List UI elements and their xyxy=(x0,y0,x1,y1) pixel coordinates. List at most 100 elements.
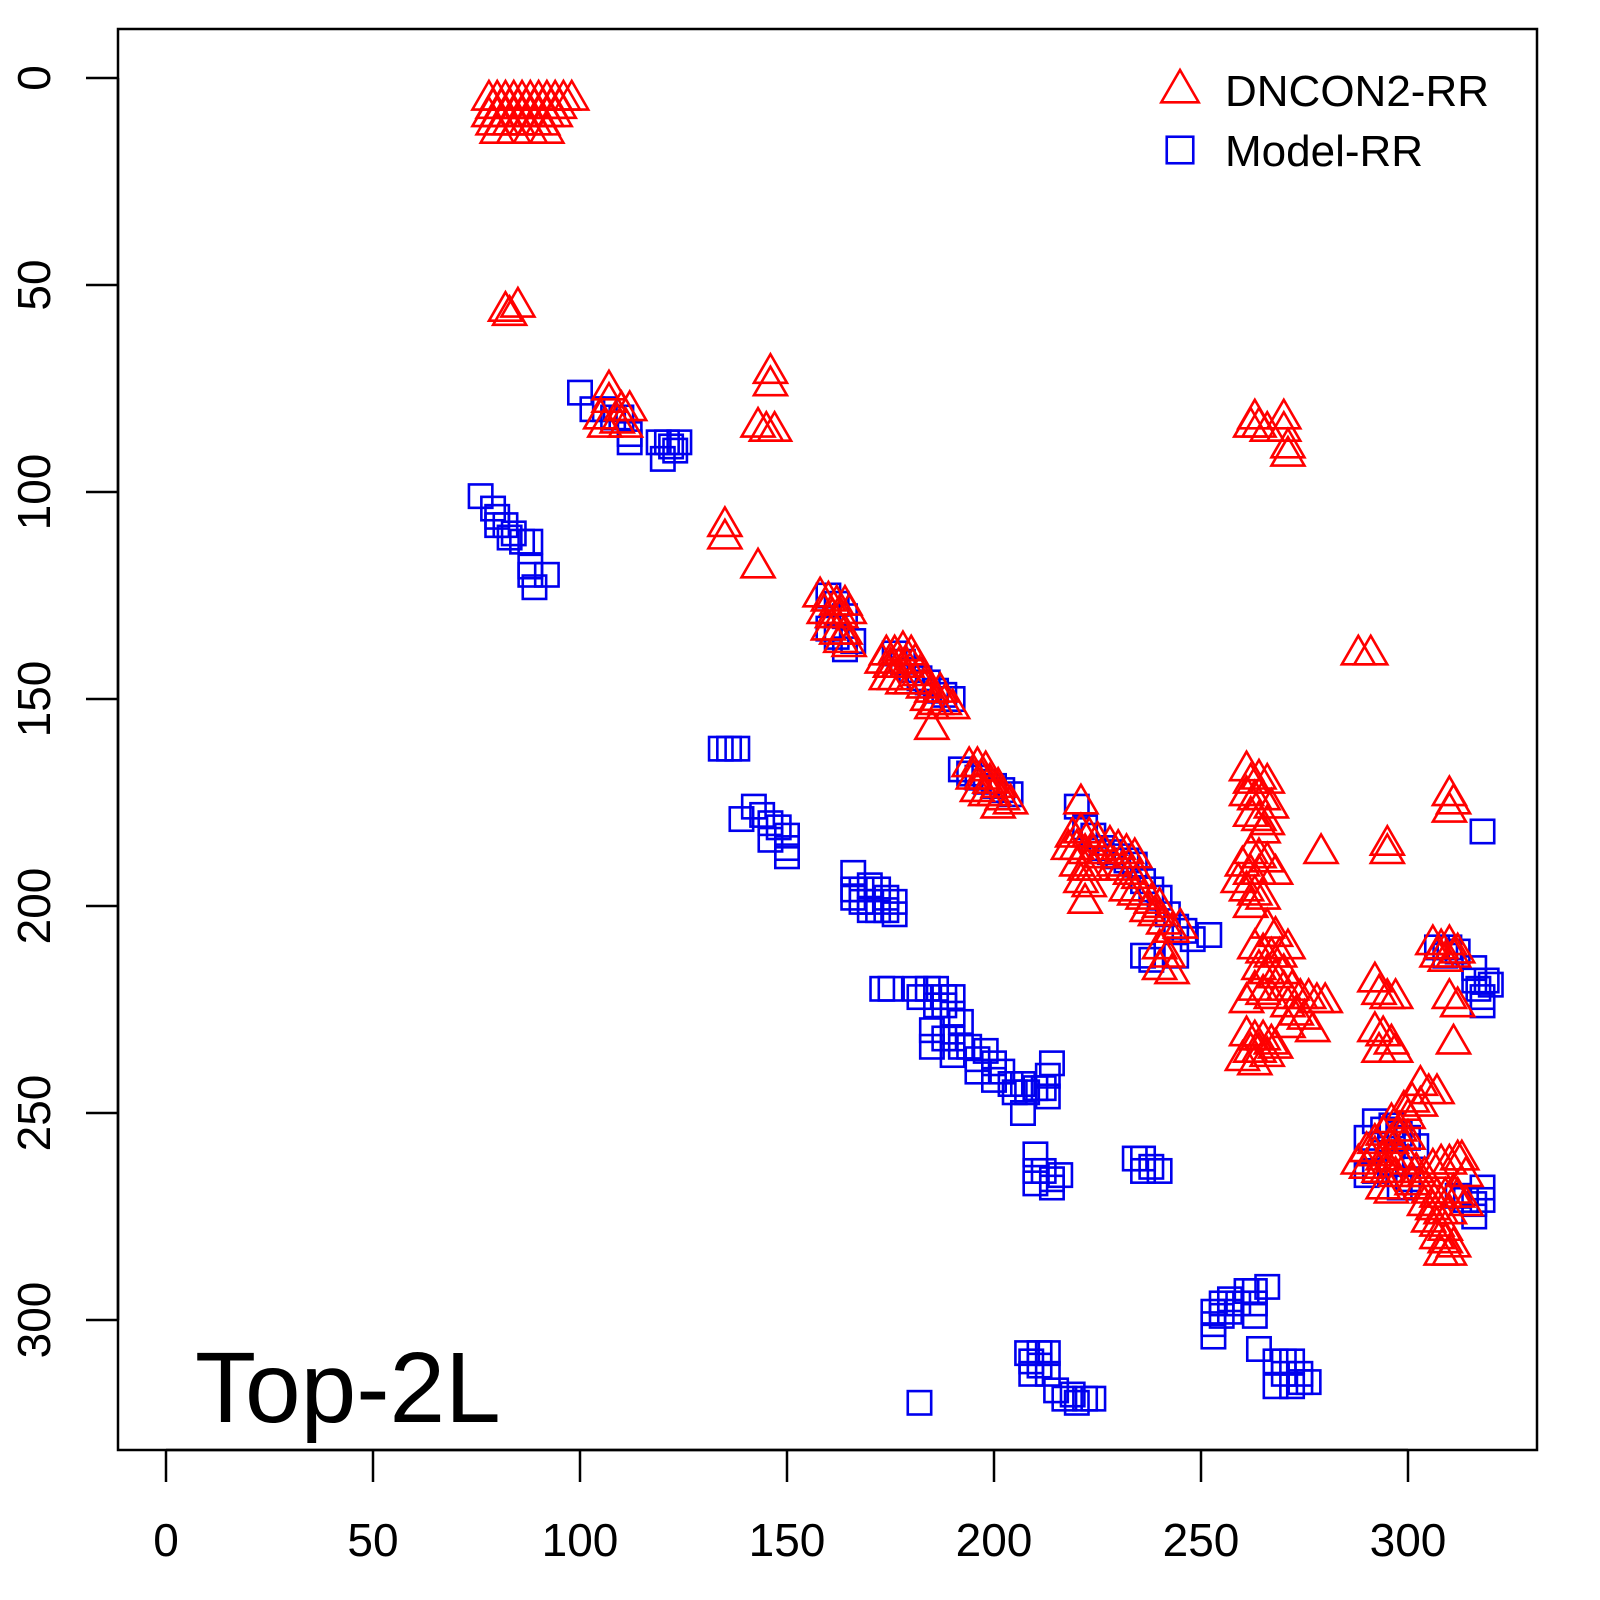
dncon2-rr-point xyxy=(979,786,1017,819)
model-rr-point xyxy=(724,735,751,762)
dncon2-rr-point xyxy=(755,409,794,443)
model-rr-point xyxy=(1473,967,1500,994)
dncon2-rr-point xyxy=(1066,881,1104,914)
model-rr-point xyxy=(1200,1323,1227,1350)
dncon2-rr-point xyxy=(706,504,744,538)
model-rr-point xyxy=(533,561,560,588)
dncon2-rr-point xyxy=(1231,885,1270,919)
y-tick-label: 200 xyxy=(8,868,60,945)
x-tick-label: 100 xyxy=(542,1514,619,1566)
model-rr-point xyxy=(947,1008,974,1035)
model-rr-point xyxy=(1241,1302,1268,1329)
y-tick-label: 0 xyxy=(8,65,60,91)
dncon2-rr-point xyxy=(1231,794,1270,828)
model-rr-point xyxy=(662,437,689,464)
model-rr-point xyxy=(765,814,792,841)
model-rr-point xyxy=(1477,971,1504,998)
dncon2-rr-point xyxy=(1236,1043,1274,1076)
dncon2-rr-point xyxy=(913,687,951,720)
dncon2-rr-point xyxy=(991,782,1030,815)
model-rr-point xyxy=(707,735,734,762)
dncon2-rr-point xyxy=(1240,798,1278,832)
dncon2-rr-point xyxy=(1368,831,1407,865)
dncon2-rr-point xyxy=(1269,927,1307,960)
dncon2-rr-point xyxy=(1256,1026,1295,1059)
dncon2-rr-point xyxy=(1360,972,1398,1006)
dncon2-rr-point xyxy=(1418,1072,1456,1105)
dncon2-rr-point xyxy=(892,662,930,695)
dncon2-rr-point xyxy=(1418,1216,1456,1250)
y-tick-label: 150 xyxy=(8,661,60,738)
dncon2-rr-point xyxy=(1244,972,1282,1006)
dncon2-rr-point xyxy=(1364,1113,1402,1146)
dncon2-rr-point xyxy=(486,289,525,322)
x-tick-label: 300 xyxy=(1370,1514,1447,1566)
dncon2-rr-point xyxy=(1248,761,1286,794)
model-rr-point xyxy=(1080,1385,1107,1412)
dncon2-rr-point xyxy=(1269,985,1307,1018)
dncon2-rr-point xyxy=(1219,860,1258,894)
dncon2-rr-point xyxy=(1070,865,1108,898)
dncon2-rr-point xyxy=(1401,1167,1440,1200)
dncon2-rr-point xyxy=(1364,1014,1402,1047)
plot-frame xyxy=(116,27,1539,1452)
model-rr-point xyxy=(517,528,544,555)
model-rr-point xyxy=(881,901,908,928)
model-rr-point xyxy=(980,1050,1007,1077)
dncon2-rr-point xyxy=(1414,1146,1452,1179)
model-rr-point xyxy=(1063,1389,1090,1416)
model-rr-point xyxy=(1034,1340,1061,1367)
y-tick-label: 300 xyxy=(8,1282,60,1359)
dncon2-rr-point xyxy=(586,405,624,438)
dncon2-rr-point xyxy=(822,595,860,629)
dncon2-rr-point xyxy=(1223,1038,1262,1072)
model-rr-point xyxy=(1014,1079,1041,1106)
dncon2-rr-point xyxy=(1062,782,1100,815)
dncon2-rr-point xyxy=(1140,947,1179,981)
dncon2-rr-point xyxy=(1244,811,1282,844)
dncon2-rr-point xyxy=(1265,397,1303,430)
model-rr-point xyxy=(939,1042,966,1069)
dncon2-rr-point xyxy=(801,575,839,608)
model-rr-point xyxy=(1038,1050,1065,1077)
model-rr-point xyxy=(1179,926,1206,953)
dncon2-rr-point xyxy=(1430,976,1469,1010)
dncon2-rr-point xyxy=(1248,906,1286,939)
dncon2-rr-point xyxy=(499,285,537,318)
dncon2-rr-point xyxy=(1153,910,1191,943)
dncon2-rr-point xyxy=(863,641,901,674)
dncon2-rr-point xyxy=(1430,1233,1469,1266)
dncon2-rr-point xyxy=(739,405,777,438)
dncon2-rr-point xyxy=(1227,1014,1266,1047)
dncon2-rr-point xyxy=(610,388,649,422)
model-rr-point xyxy=(1018,1360,1045,1387)
dncon2-rr-point xyxy=(1074,848,1113,881)
x-axis: 0 50 100 150 200 250 300 xyxy=(153,1448,1447,1566)
dncon2-rr-point xyxy=(1124,877,1162,910)
dncon2-rr-point xyxy=(751,351,790,385)
model-rr-point xyxy=(666,429,693,456)
legend-label: Model-RR xyxy=(1225,127,1423,176)
dncon2-rr-point xyxy=(1443,1138,1481,1171)
dncon2-rr-point xyxy=(1376,1154,1415,1188)
dncon2-rr-point xyxy=(1140,927,1179,960)
dncon2-rr-point xyxy=(1438,985,1477,1018)
legend-item: Model-RR xyxy=(1165,127,1423,176)
model-rr-point xyxy=(773,843,800,870)
dncon2-rr-point xyxy=(1269,1005,1307,1039)
model-rr-point xyxy=(939,1025,966,1052)
model-rr-point xyxy=(1353,1162,1380,1189)
dncon2-rr-point xyxy=(1376,976,1415,1010)
legend: DNCON2-RR Model-RR xyxy=(1159,67,1489,176)
dncon2-rr-point xyxy=(1240,405,1278,438)
x-tick-label: 250 xyxy=(1163,1514,1240,1566)
y-tick-label: 100 xyxy=(8,454,60,531)
dncon2-rr-point xyxy=(1430,1142,1469,1175)
dncon2-rr-point xyxy=(1434,935,1473,968)
dncon2-rr-point xyxy=(1058,827,1096,861)
dncon2-rr-point xyxy=(1256,852,1295,886)
square-marker-icon xyxy=(1165,135,1195,165)
model-rr-point xyxy=(1469,992,1496,1019)
dncon2-rr-point xyxy=(1393,1163,1431,1196)
